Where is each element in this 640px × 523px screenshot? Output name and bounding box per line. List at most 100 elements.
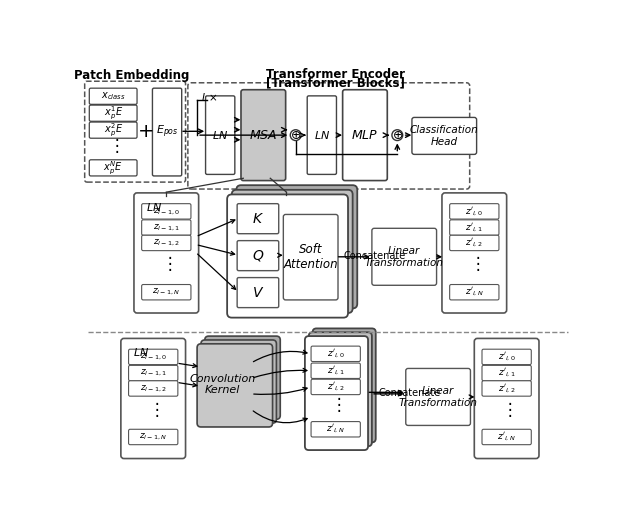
FancyBboxPatch shape (474, 338, 539, 459)
FancyBboxPatch shape (236, 185, 357, 309)
FancyBboxPatch shape (482, 349, 531, 365)
Text: $z'_{l,1}$: $z'_{l,1}$ (327, 365, 344, 377)
FancyBboxPatch shape (90, 105, 137, 121)
FancyBboxPatch shape (442, 193, 507, 313)
FancyBboxPatch shape (406, 368, 470, 425)
FancyBboxPatch shape (232, 190, 353, 313)
FancyBboxPatch shape (90, 160, 137, 176)
Text: $z'_{l,2}$: $z'_{l,2}$ (465, 237, 483, 249)
FancyBboxPatch shape (205, 336, 280, 419)
FancyBboxPatch shape (121, 338, 186, 459)
FancyBboxPatch shape (450, 203, 499, 219)
FancyBboxPatch shape (129, 349, 178, 365)
Text: $E_{pos}$: $E_{pos}$ (156, 124, 179, 140)
Text: $\vdots$: $\vdots$ (330, 395, 341, 414)
FancyBboxPatch shape (205, 96, 235, 174)
FancyBboxPatch shape (152, 88, 182, 176)
Text: $z'_{l,1}$: $z'_{l,1}$ (498, 367, 515, 379)
FancyBboxPatch shape (308, 332, 372, 446)
FancyBboxPatch shape (311, 422, 360, 437)
FancyBboxPatch shape (311, 363, 360, 379)
FancyBboxPatch shape (141, 285, 191, 300)
FancyBboxPatch shape (482, 381, 531, 396)
Text: $z'_{l,0}$: $z'_{l,0}$ (498, 351, 516, 363)
Text: $LN$: $LN$ (133, 346, 149, 358)
Text: $z'_{l,1}$: $z'_{l,1}$ (465, 221, 483, 234)
Text: $z'_{l,2}$: $z'_{l,2}$ (498, 382, 515, 395)
Text: $x_{class}$: $x_{class}$ (100, 90, 125, 102)
Text: $K$: $K$ (252, 212, 264, 226)
Text: $z'_{l,0}$: $z'_{l,0}$ (327, 348, 344, 360)
FancyBboxPatch shape (227, 195, 348, 317)
FancyBboxPatch shape (201, 340, 276, 423)
Text: $\oplus$: $\oplus$ (290, 129, 301, 142)
Text: Concatenate: Concatenate (344, 251, 406, 260)
Text: $z_{l-1,0}$: $z_{l-1,0}$ (153, 206, 180, 217)
Text: $z'_{l,2}$: $z'_{l,2}$ (327, 381, 344, 393)
FancyBboxPatch shape (482, 366, 531, 381)
Circle shape (291, 130, 301, 141)
Text: Transformer Encoder: Transformer Encoder (266, 68, 405, 81)
Text: $z'_{l,N}$: $z'_{l,N}$ (326, 423, 345, 436)
Text: $z_{l-1,2}$: $z_{l-1,2}$ (140, 383, 166, 394)
FancyBboxPatch shape (412, 118, 477, 154)
FancyBboxPatch shape (237, 278, 279, 308)
Text: +: + (138, 122, 154, 141)
FancyBboxPatch shape (141, 235, 191, 251)
FancyBboxPatch shape (305, 336, 368, 450)
Text: $\oplus$: $\oplus$ (392, 129, 403, 142)
FancyBboxPatch shape (307, 96, 337, 174)
Text: $V$: $V$ (252, 286, 264, 300)
FancyBboxPatch shape (141, 203, 191, 219)
FancyBboxPatch shape (450, 235, 499, 251)
Text: $\vdots$: $\vdots$ (501, 400, 512, 419)
Text: Classification
Head: Classification Head (410, 125, 479, 147)
Text: $\vdots$: $\vdots$ (108, 135, 119, 155)
Text: Linear
Transformation: Linear Transformation (399, 386, 477, 408)
Text: $LN$: $LN$ (147, 201, 163, 212)
Circle shape (392, 130, 403, 141)
FancyBboxPatch shape (129, 381, 178, 396)
Text: $z_{l-1,N}$: $z_{l-1,N}$ (139, 432, 167, 442)
Text: $z_{l-1,1}$: $z_{l-1,1}$ (140, 368, 166, 378)
FancyBboxPatch shape (482, 429, 531, 445)
FancyBboxPatch shape (312, 328, 376, 442)
Text: $MSA$: $MSA$ (249, 129, 278, 142)
FancyBboxPatch shape (90, 122, 137, 138)
FancyBboxPatch shape (342, 90, 387, 180)
Text: Convolution
Kernel: Convolution Kernel (189, 374, 255, 395)
Text: $z_{l-1,1}$: $z_{l-1,1}$ (153, 222, 180, 233)
Text: $z_{l-1,2}$: $z_{l-1,2}$ (153, 238, 180, 248)
Text: Concatenate: Concatenate (379, 388, 441, 397)
Text: $x_p^2 E$: $x_p^2 E$ (104, 121, 123, 139)
Text: $\vdots$: $\vdots$ (148, 400, 159, 419)
Text: $x_p^N E$: $x_p^N E$ (103, 159, 123, 177)
Text: Soft
Attention: Soft Attention (284, 243, 338, 271)
Text: Patch Embedding: Patch Embedding (74, 69, 189, 82)
FancyBboxPatch shape (129, 429, 178, 445)
Text: $Q$: $Q$ (252, 248, 264, 263)
Text: $z_{l-1,0}$: $z_{l-1,0}$ (140, 352, 167, 362)
FancyBboxPatch shape (141, 220, 191, 235)
FancyBboxPatch shape (90, 88, 137, 105)
Text: $\vdots$: $\vdots$ (468, 254, 480, 273)
FancyBboxPatch shape (372, 229, 436, 285)
FancyBboxPatch shape (450, 285, 499, 300)
FancyBboxPatch shape (241, 90, 285, 180)
FancyBboxPatch shape (311, 346, 360, 361)
FancyBboxPatch shape (284, 214, 338, 300)
FancyBboxPatch shape (450, 220, 499, 235)
Text: [Transformer Blocks]: [Transformer Blocks] (266, 77, 405, 89)
Text: $\vdots$: $\vdots$ (161, 254, 172, 273)
Text: $z'_{l,N}$: $z'_{l,N}$ (497, 431, 516, 443)
FancyBboxPatch shape (197, 344, 273, 427)
Text: $z'_{l,0}$: $z'_{l,0}$ (465, 205, 483, 218)
Text: Linear
Transformation: Linear Transformation (365, 246, 444, 268)
Text: $z'_{l,N}$: $z'_{l,N}$ (465, 286, 484, 298)
Text: $LN$: $LN$ (212, 129, 228, 141)
FancyBboxPatch shape (134, 193, 198, 313)
FancyBboxPatch shape (237, 241, 279, 271)
Text: $L \times$: $L \times$ (201, 91, 218, 103)
Text: $MLP$: $MLP$ (351, 129, 379, 142)
FancyBboxPatch shape (311, 379, 360, 395)
